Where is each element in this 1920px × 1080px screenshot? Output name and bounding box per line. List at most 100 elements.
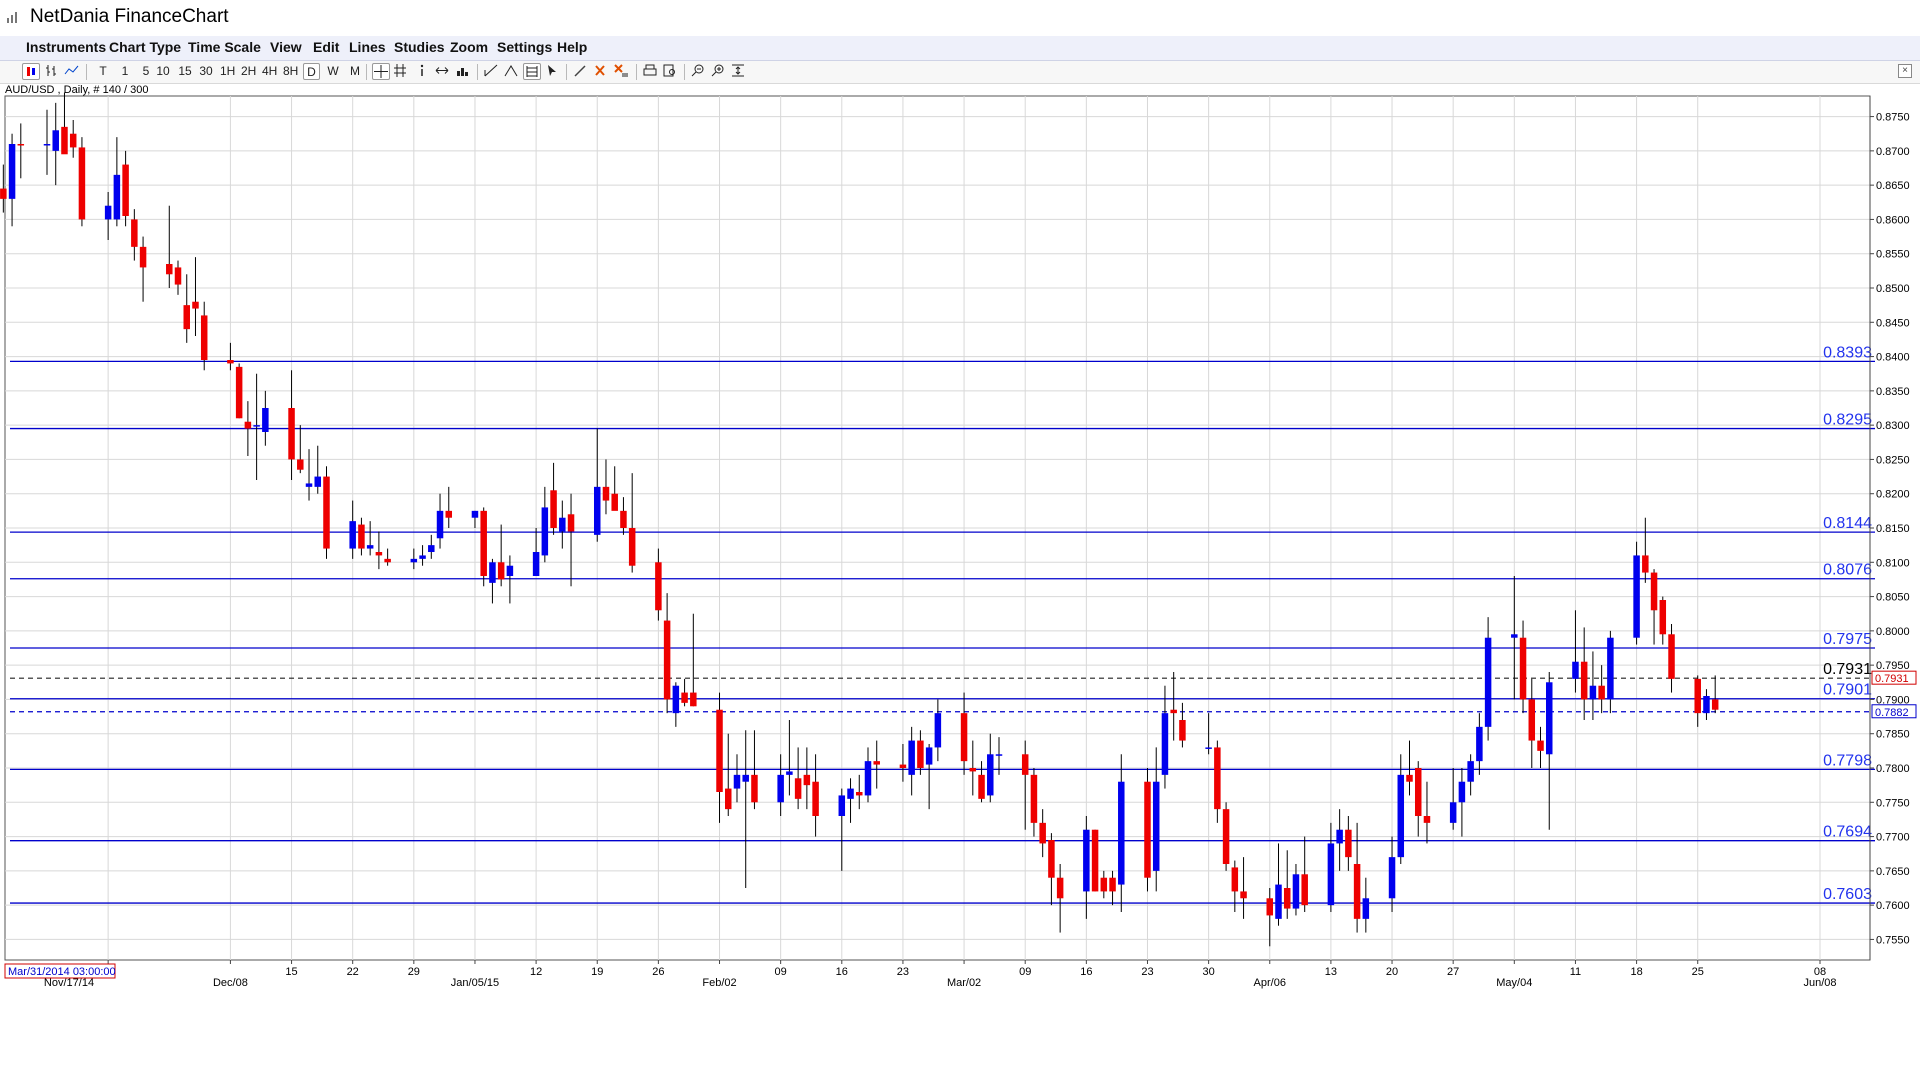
line-chart-icon[interactable]: [64, 63, 80, 80]
candle: [314, 445, 322, 494]
timescale-weekly[interactable]: W: [327, 64, 339, 78]
timescale-5min[interactable]: 5: [142, 64, 150, 78]
candle: [0, 164, 7, 213]
candle-body: [1362, 898, 1370, 919]
crosshair-icon[interactable]: [372, 63, 390, 80]
menu-help[interactable]: Help: [557, 39, 588, 55]
candle: [1633, 541, 1640, 645]
candle: [244, 401, 252, 456]
print-icon[interactable]: [642, 63, 658, 80]
y-tick-label: 0.8050: [1876, 592, 1910, 604]
candle: [1056, 864, 1064, 933]
x-tick-label: 25: [1692, 966, 1704, 978]
channel-icon[interactable]: [503, 63, 519, 80]
candle: [611, 466, 618, 511]
menu-studies[interactable]: Studies: [394, 39, 445, 55]
timescale-tick[interactable]: T: [99, 64, 107, 78]
candle-body: [663, 620, 671, 700]
menu-lines[interactable]: Lines: [349, 39, 386, 55]
x-tick-label: Jun/08: [1803, 977, 1836, 989]
timescale-1min[interactable]: 1: [121, 64, 129, 78]
timescale-10min[interactable]: 10: [156, 64, 170, 78]
fibonacci-icon[interactable]: [523, 63, 541, 80]
zoom-in-icon[interactable]: [710, 63, 726, 80]
grid-icon[interactable]: [393, 63, 407, 80]
candle: [550, 462, 557, 535]
menu-edit[interactable]: Edit: [313, 39, 340, 55]
candle: [506, 555, 514, 604]
candle: [751, 730, 758, 810]
candle-body: [1642, 555, 1649, 573]
timescale-15min[interactable]: 15: [178, 64, 192, 78]
candle: [960, 692, 968, 775]
candle: [419, 545, 426, 566]
candle-body: [1476, 726, 1483, 762]
candle: [532, 528, 540, 576]
timescale-30min[interactable]: 30: [199, 64, 213, 78]
menu-settings[interactable]: Settings: [497, 39, 553, 55]
candle-body: [480, 510, 487, 576]
candle: [593, 428, 601, 542]
candle-body: [1144, 781, 1151, 878]
candle-body: [1458, 781, 1466, 803]
timescale-2h[interactable]: 2H: [241, 64, 257, 78]
menu-chart-type[interactable]: Chart Type: [109, 39, 182, 55]
candle-body: [1266, 898, 1274, 916]
scroll-horizontal-icon[interactable]: [434, 63, 450, 80]
pencil-icon[interactable]: [573, 63, 587, 80]
candle-body: [1030, 774, 1038, 823]
level-line-label: 0.8393: [1823, 344, 1872, 361]
timescale-4h[interactable]: 4H: [262, 64, 278, 78]
candle: [1598, 665, 1605, 714]
x-tick-label: 27: [1447, 966, 1459, 978]
candle: [480, 507, 487, 587]
candle-body: [323, 476, 330, 549]
candle: [1327, 822, 1335, 912]
candle-body: [366, 545, 374, 549]
candle-body: [532, 552, 540, 576]
candle-body: [1327, 843, 1335, 906]
menu-zoom[interactable]: Zoom: [450, 39, 489, 55]
candle-body: [1152, 781, 1160, 871]
timescale-daily[interactable]: D: [303, 63, 320, 80]
timescale-8h[interactable]: 8H: [283, 64, 299, 78]
y-tick-label: 0.7600: [1876, 900, 1910, 912]
candle-body: [803, 774, 811, 786]
price-tag-box: [1871, 670, 1917, 685]
candle: [1231, 860, 1239, 912]
menu-view[interactable]: View: [270, 39, 302, 55]
timescale-monthly[interactable]: M: [350, 64, 360, 78]
candle: [1484, 617, 1492, 741]
candle: [113, 137, 121, 227]
level-lines-layer[interactable]: 0.8393 0.8295 0.8144 0.8076 0.7975 0.7901 0.77…: [10, 344, 1875, 904]
panel-close-icon[interactable]: ×: [1898, 64, 1912, 78]
y-tick-label: 0.7950: [1876, 660, 1910, 672]
candle-body: [262, 408, 269, 432]
print-preview-icon[interactable]: [662, 63, 678, 80]
candle-body: [1694, 678, 1701, 714]
candle-body: [43, 144, 51, 146]
menu-time-scale[interactable]: Time Scale: [188, 39, 261, 55]
ohlc-bars-icon[interactable]: [44, 63, 58, 80]
candle-body: [384, 558, 391, 563]
candle: [1170, 672, 1177, 741]
info-icon[interactable]: [415, 63, 429, 80]
zoom-out-icon[interactable]: [690, 63, 706, 80]
x-axis: 24Dec/08152229Jan/05/15121926Feb/0209162…: [4, 960, 1837, 989]
candle-body: [987, 754, 994, 796]
candle-body: [288, 408, 295, 460]
delete-all-icon[interactable]: [613, 63, 629, 80]
delete-icon[interactable]: [593, 63, 607, 80]
fit-to-screen-icon[interactable]: [730, 63, 746, 80]
candle-body: [297, 459, 304, 470]
pointer-icon[interactable]: [545, 63, 559, 80]
candle-body: [17, 144, 25, 146]
volume-icon[interactable]: [455, 63, 471, 80]
menu-instruments[interactable]: Instruments: [26, 39, 107, 55]
trendline-icon[interactable]: [483, 63, 499, 80]
candle-chart-icon[interactable]: [22, 63, 40, 80]
candle-body: [183, 305, 190, 330]
candle-body: [742, 774, 749, 782]
timescale-1h[interactable]: 1H: [220, 64, 236, 78]
